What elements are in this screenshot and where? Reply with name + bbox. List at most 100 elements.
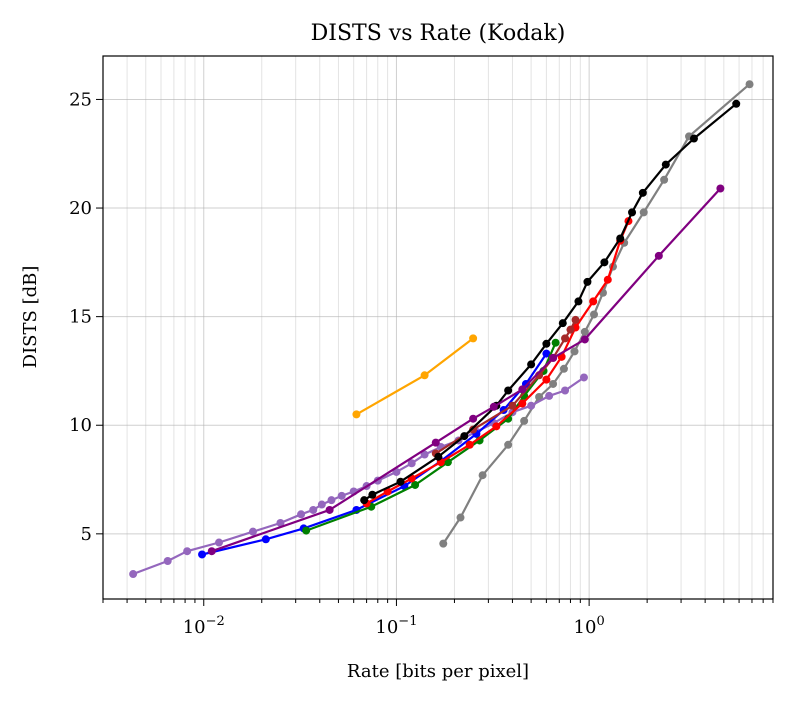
data-point — [716, 184, 725, 193]
data-point — [566, 325, 575, 334]
series-layer — [129, 80, 754, 579]
data-point — [465, 440, 474, 449]
data-point — [551, 338, 560, 347]
data-point — [558, 319, 567, 328]
data-point — [478, 471, 487, 480]
data-point — [420, 371, 429, 380]
data-point — [542, 339, 551, 348]
data-point — [411, 480, 420, 489]
data-point — [434, 452, 443, 461]
data-point — [580, 327, 589, 336]
data-point — [261, 535, 270, 544]
data-point — [248, 527, 257, 536]
y-tick-label: 20 — [69, 198, 92, 219]
data-point — [574, 297, 583, 306]
x-tick-label: 100 — [574, 614, 605, 638]
data-point — [518, 399, 527, 408]
plot-frame — [102, 55, 774, 600]
data-point — [396, 477, 405, 486]
data-point — [600, 258, 609, 267]
data-point — [327, 496, 336, 505]
data-point — [460, 432, 469, 441]
data-point — [456, 513, 465, 522]
series-4 — [198, 349, 551, 559]
data-point — [732, 99, 741, 108]
data-point — [639, 208, 648, 217]
data-point — [317, 500, 326, 509]
series-line — [366, 220, 630, 505]
data-point — [360, 496, 369, 505]
data-point — [420, 450, 429, 459]
data-point — [325, 505, 334, 514]
series-line — [355, 337, 474, 416]
series-7 — [431, 315, 580, 458]
data-point — [590, 310, 599, 319]
data-point — [689, 134, 698, 143]
data-point — [545, 391, 554, 400]
series-9 — [207, 184, 725, 556]
data-point — [559, 364, 568, 373]
data-point — [520, 416, 529, 425]
data-point — [439, 539, 448, 548]
data-point — [518, 385, 527, 394]
data-point — [352, 410, 361, 419]
data-point — [527, 360, 536, 369]
data-point — [337, 491, 346, 500]
data-point — [469, 334, 478, 343]
data-point — [469, 425, 478, 434]
data-point — [183, 547, 192, 556]
data-point — [570, 347, 579, 356]
y-tick-label: 15 — [69, 307, 92, 328]
data-point — [579, 373, 588, 382]
data-point — [297, 510, 306, 519]
data-point — [580, 335, 589, 344]
data-point — [309, 505, 318, 514]
series-line — [211, 187, 722, 553]
data-point — [603, 275, 612, 284]
series-1 — [352, 334, 478, 419]
data-point — [492, 422, 501, 431]
data-point — [638, 188, 647, 197]
data-point — [542, 349, 551, 358]
data-point — [368, 490, 377, 499]
chart-title: DISTS vs Rate (Kodak) — [311, 21, 566, 46]
y-tick-label: 10 — [69, 415, 92, 436]
data-point — [661, 160, 670, 169]
data-point — [163, 556, 172, 565]
data-point — [542, 375, 551, 384]
x-tick-label: 10−1 — [375, 614, 417, 638]
data-point — [549, 353, 558, 362]
data-point — [276, 518, 285, 527]
data-point — [469, 414, 478, 423]
data-point — [745, 80, 754, 89]
data-point — [431, 438, 440, 447]
data-point — [589, 297, 598, 306]
data-point — [628, 208, 637, 217]
data-point — [616, 234, 625, 243]
x-tick-label: 10−2 — [183, 614, 225, 638]
data-point — [215, 538, 224, 547]
data-point — [489, 402, 498, 411]
x-axis-label: Rate [bits per pixel] — [347, 661, 529, 682]
data-point — [561, 386, 570, 395]
data-point — [583, 277, 592, 286]
series-5 — [302, 338, 560, 535]
data-point — [660, 175, 669, 184]
series-2 — [439, 80, 754, 548]
y-tick-label: 5 — [81, 524, 92, 545]
series-line — [363, 102, 737, 502]
series-8 — [360, 99, 741, 505]
data-point — [561, 334, 570, 343]
data-point — [549, 379, 558, 388]
data-point — [527, 401, 536, 410]
data-point — [504, 386, 513, 395]
grid-lines — [102, 56, 774, 599]
series-line — [201, 352, 548, 556]
data-point — [654, 251, 663, 260]
y-tick-label: 25 — [69, 89, 92, 110]
data-point — [508, 401, 517, 410]
axis-ticks: 10−2 10−1 100 5 10 15 20 25 — [69, 89, 774, 638]
data-point — [571, 315, 580, 324]
